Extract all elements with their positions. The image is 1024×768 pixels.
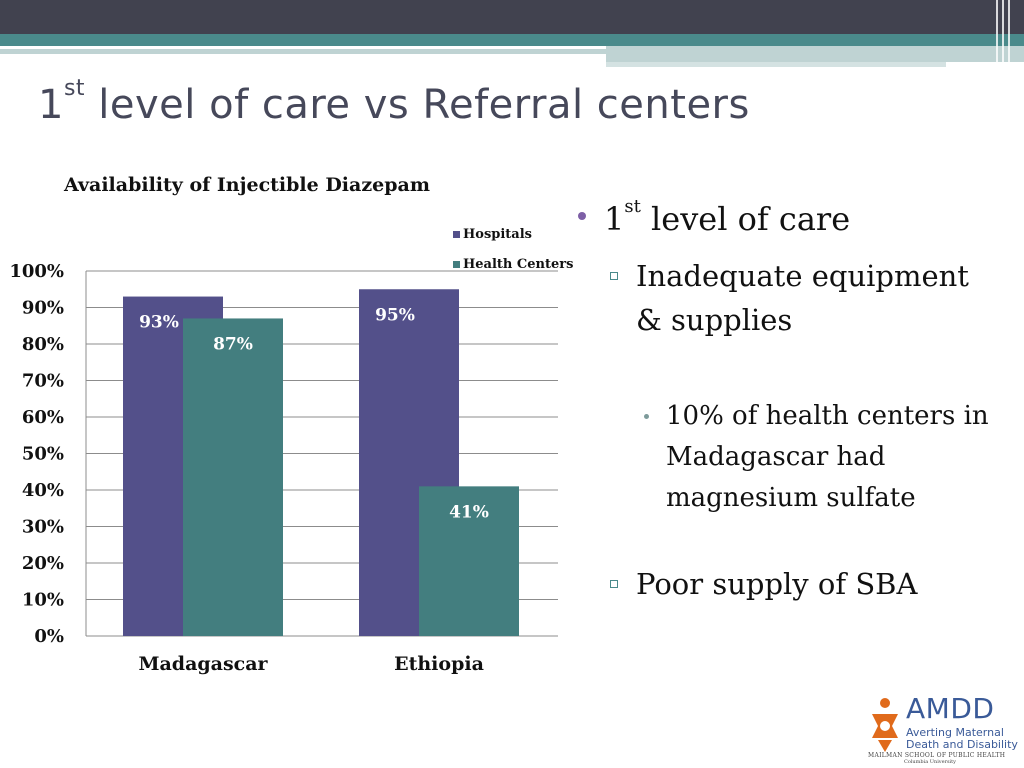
bar-health-centers [183, 318, 283, 636]
data-label: 95% [375, 305, 415, 325]
bullet-square-icon [610, 580, 618, 588]
legend-label: Hospitals [463, 227, 532, 242]
x-tick-label: Ethiopia [394, 653, 484, 675]
bullet-square-icon [610, 272, 618, 280]
legend-swatch [453, 261, 460, 268]
logo-school: MAILMAN SCHOOL OF PUBLIC HEALTH [868, 752, 1006, 759]
chart-title: Availability of Injectible Diazepam [64, 174, 430, 196]
logo-university: Columbia University [904, 759, 956, 765]
y-tick-label: 90% [22, 298, 64, 319]
amdd-mark-icon [872, 698, 898, 752]
logo-line2: Death and Disability [906, 738, 1018, 751]
legend-label: Health Centers [463, 257, 573, 272]
amdd-logo: AMDD Averting Maternal Death and Disabil… [866, 692, 1018, 765]
header-band-light-shorter [606, 62, 946, 67]
logo-line1: Averting Maternal [906, 726, 1004, 739]
header-band-light [0, 46, 1024, 54]
data-label: 93% [139, 313, 179, 333]
slide-title: 1st level of care vs Referral centers [38, 76, 750, 129]
y-tick-label: 0% [34, 626, 64, 647]
header-band-dark [0, 0, 1024, 34]
y-tick-label: 40% [22, 480, 64, 501]
header-band-teal [0, 34, 1024, 46]
header-vertical-lines [992, 0, 1024, 70]
header-band-light-short [606, 54, 1024, 62]
bullet-dot-icon [578, 212, 586, 220]
data-label: 87% [213, 334, 253, 354]
bar-health-centers [419, 486, 519, 636]
x-tick-label: Madagascar [138, 653, 268, 675]
header-band-white [0, 46, 606, 49]
y-tick-label: 60% [22, 407, 64, 428]
y-tick-label: 50% [22, 444, 64, 465]
logo-name: AMDD [906, 692, 995, 725]
bullet-dot-small-icon [644, 414, 649, 419]
y-tick-label: 80% [22, 334, 64, 355]
bar-chart: 0% 10% 20% 30% 40% 50% 60% 70% 80% 90% 100% 93% 87% M… [9, 227, 573, 675]
y-tick-label: 20% [22, 553, 64, 574]
y-tick-label: 100% [9, 261, 64, 282]
y-tick-label: 30% [22, 517, 64, 538]
y-tick-label: 10% [22, 590, 64, 611]
y-tick-label: 70% [22, 371, 64, 392]
legend-swatch [453, 231, 460, 238]
data-label: 41% [449, 502, 489, 522]
